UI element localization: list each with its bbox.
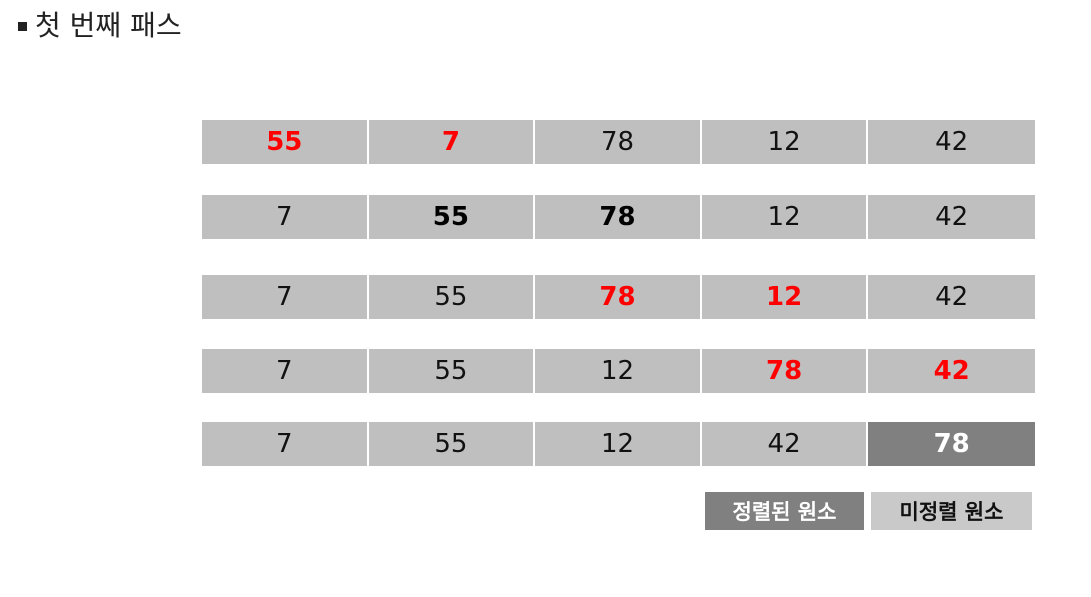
- array-cell: 42: [868, 349, 1035, 393]
- array-cell: 12: [701, 120, 869, 164]
- array-row-5: 7 55 12 42 78: [202, 422, 1035, 466]
- array-cell: 12: [701, 275, 869, 319]
- array-cell: 12: [535, 422, 702, 466]
- array-cell: 12: [701, 195, 869, 239]
- array-cell: 7: [202, 275, 369, 319]
- array-row-2: 7 55 78 12 42: [202, 195, 1035, 239]
- array-row-1: 55 7 78 12 42: [202, 120, 1035, 164]
- array-cell: 55: [368, 275, 536, 319]
- array-cell: 12: [535, 349, 702, 393]
- array-cell: 42: [701, 422, 869, 466]
- page-title: 첫 번째 패스: [18, 8, 182, 44]
- array-cell: 55: [202, 120, 369, 164]
- array-cell: 78: [535, 195, 702, 239]
- array-cell: 7: [202, 349, 369, 393]
- array-cell: 42: [868, 195, 1035, 239]
- title-text: 첫 번째 패스: [35, 9, 182, 42]
- array-row-3: 7 55 78 12 42: [202, 275, 1035, 319]
- array-cell: 78: [868, 422, 1035, 466]
- array-cell: 7: [202, 422, 369, 466]
- array-cell: 7: [202, 195, 369, 239]
- array-row-4: 7 55 12 78 42: [202, 349, 1035, 393]
- array-cell: 42: [868, 275, 1035, 319]
- array-cell: 42: [868, 120, 1035, 164]
- array-cell: 55: [368, 349, 536, 393]
- legend-unsorted: 미정렬 원소: [871, 492, 1032, 530]
- bullet-icon: [18, 21, 27, 31]
- array-cell: 78: [701, 349, 869, 393]
- array-cell: 55: [368, 422, 536, 466]
- legend-sorted: 정렬된 원소: [705, 492, 864, 530]
- array-cell: 55: [368, 195, 536, 239]
- array-cell: 78: [535, 120, 702, 164]
- array-cell: 7: [368, 120, 536, 164]
- array-cell: 78: [535, 275, 702, 319]
